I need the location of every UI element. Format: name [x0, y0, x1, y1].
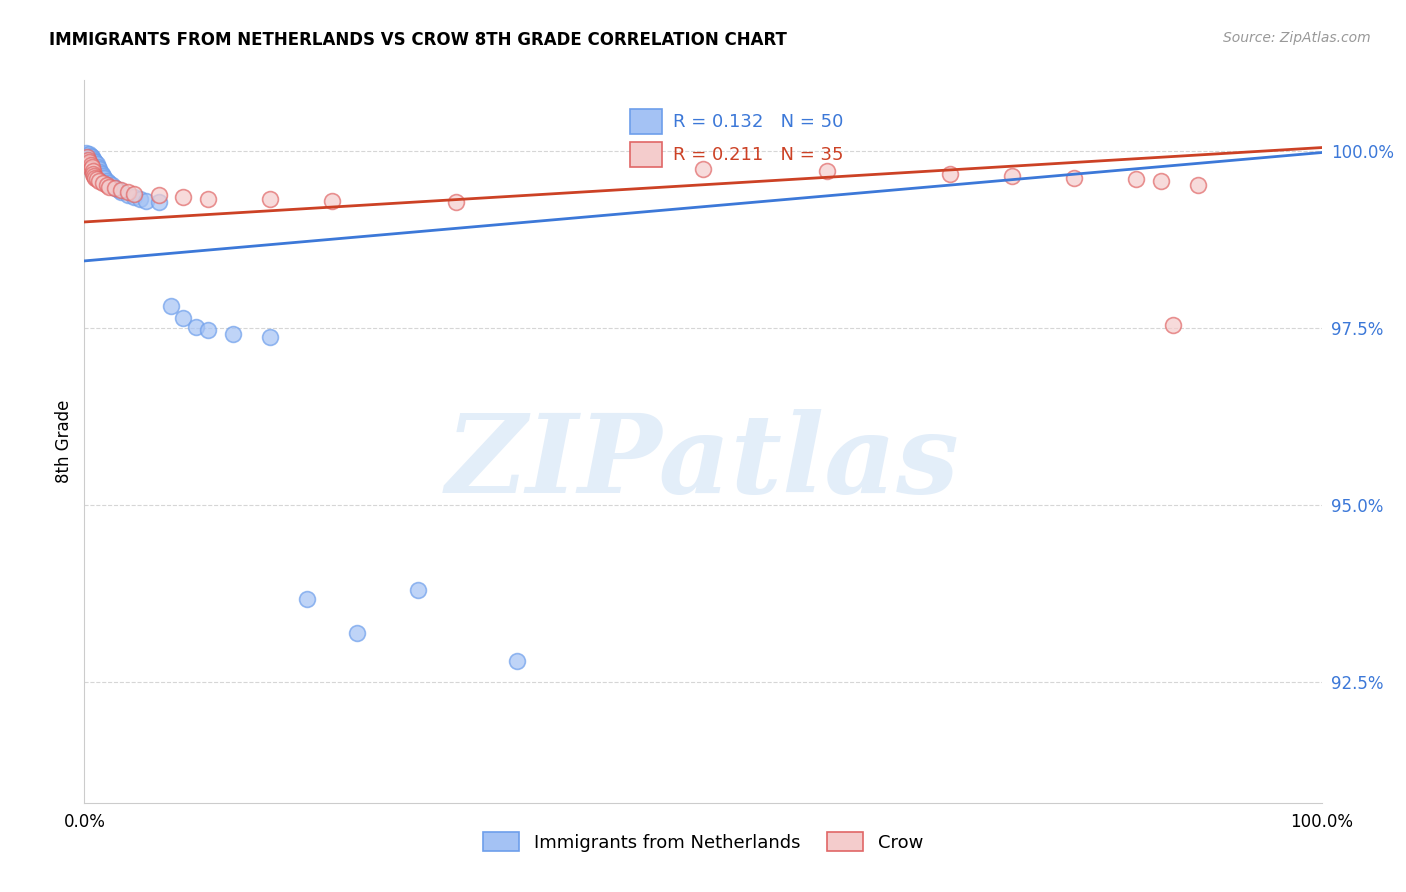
Point	[506, 654, 529, 668]
Point	[172, 190, 194, 204]
Point	[89, 165, 111, 179]
Point	[84, 155, 107, 169]
Point	[184, 319, 207, 334]
Point	[79, 158, 101, 172]
Text: Source: ZipAtlas.com: Source: ZipAtlas.com	[1223, 31, 1371, 45]
Point	[98, 176, 121, 190]
Point	[86, 157, 108, 171]
Point	[89, 161, 111, 176]
Point	[79, 151, 101, 165]
Point	[82, 165, 104, 179]
Point	[321, 194, 343, 208]
Point	[80, 160, 103, 174]
Point	[77, 157, 100, 171]
Point	[93, 171, 115, 186]
Point	[96, 174, 118, 188]
Point	[77, 153, 100, 167]
Point	[79, 149, 101, 163]
Point	[83, 169, 105, 183]
Point	[82, 156, 104, 170]
Point	[129, 192, 152, 206]
Point	[79, 147, 101, 161]
Point	[77, 147, 100, 161]
Point	[82, 152, 104, 166]
Point	[1001, 169, 1024, 183]
Point	[108, 183, 131, 197]
Point	[1161, 318, 1184, 332]
Point	[84, 164, 107, 178]
Point	[104, 181, 127, 195]
Point	[122, 190, 145, 204]
Point	[80, 155, 103, 169]
Point	[82, 167, 104, 181]
Point	[117, 188, 139, 202]
Point	[83, 161, 105, 175]
Point	[100, 178, 122, 193]
Text: ZIPatlas: ZIPatlas	[446, 409, 960, 517]
Point	[104, 181, 127, 195]
Point	[86, 167, 108, 181]
Point	[122, 186, 145, 201]
Point	[82, 164, 104, 178]
Point	[692, 161, 714, 176]
Point	[90, 167, 112, 181]
Point	[148, 195, 170, 210]
Point	[939, 167, 962, 181]
Point	[79, 161, 101, 176]
Point	[79, 153, 101, 168]
Point	[110, 185, 132, 199]
Point	[222, 326, 245, 341]
Point	[197, 323, 219, 337]
Point	[76, 150, 98, 164]
Y-axis label: 8th Grade: 8th Grade	[55, 400, 73, 483]
Point	[87, 160, 110, 174]
Point	[135, 194, 157, 208]
Point	[76, 150, 98, 164]
Point	[75, 145, 97, 160]
Point	[1125, 172, 1147, 186]
Point	[259, 192, 281, 206]
Point	[172, 310, 194, 325]
Point	[84, 171, 107, 186]
Point	[91, 176, 114, 190]
Point	[98, 179, 121, 194]
Point	[148, 188, 170, 202]
Point	[160, 299, 183, 313]
Point	[89, 174, 111, 188]
Point	[79, 154, 101, 169]
Point	[1063, 171, 1085, 186]
Point	[96, 178, 118, 193]
Point	[77, 153, 100, 167]
Point	[815, 164, 838, 178]
Point	[80, 161, 103, 176]
Point	[197, 192, 219, 206]
Point	[1187, 178, 1209, 193]
Point	[76, 154, 98, 169]
Point	[110, 183, 132, 197]
Point	[346, 625, 368, 640]
Point	[408, 583, 430, 598]
Point	[91, 169, 114, 183]
Point	[117, 185, 139, 199]
Text: IMMIGRANTS FROM NETHERLANDS VS CROW 8TH GRADE CORRELATION CHART: IMMIGRANTS FROM NETHERLANDS VS CROW 8TH …	[49, 31, 787, 49]
Point	[444, 195, 467, 210]
Point	[295, 591, 318, 606]
Point	[83, 154, 105, 169]
Point	[259, 329, 281, 343]
Point	[86, 172, 108, 186]
Legend: Immigrants from Netherlands, Crow: Immigrants from Netherlands, Crow	[475, 825, 931, 859]
Point	[1150, 174, 1173, 188]
Point	[79, 157, 101, 171]
Point	[79, 160, 101, 174]
Point	[80, 151, 103, 165]
